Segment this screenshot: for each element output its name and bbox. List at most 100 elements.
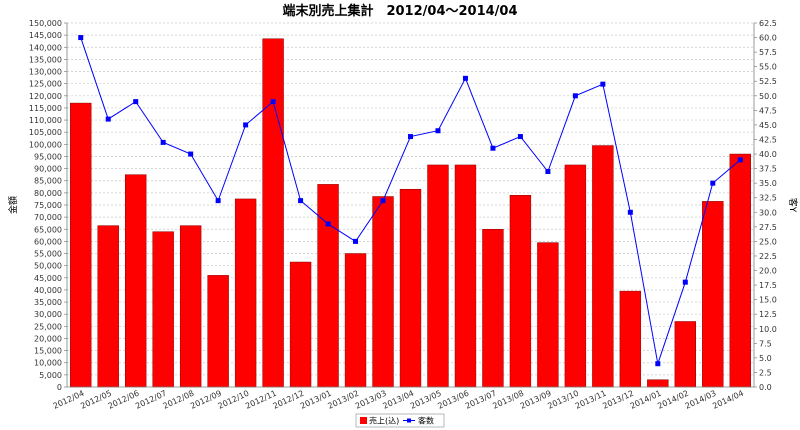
y-tick-label: 75,000 <box>34 201 62 210</box>
bar <box>592 145 614 388</box>
y2-tick-label: 10.0 <box>759 325 777 334</box>
y-tick-label: 85,000 <box>34 177 62 186</box>
line-point <box>160 139 166 145</box>
bar <box>537 242 559 388</box>
y-tick-label: 145,000 <box>29 31 62 40</box>
y-tick-label: 40,000 <box>34 286 62 295</box>
y-tick-label: 115,000 <box>29 104 62 113</box>
line-point <box>353 238 359 244</box>
y2-tick-label: 12.5 <box>759 310 777 319</box>
line-point <box>655 361 661 367</box>
y-tick-label: 10,000 <box>34 359 62 368</box>
bar <box>152 231 174 388</box>
bar <box>344 253 367 388</box>
bar <box>234 198 257 388</box>
bar <box>317 184 339 388</box>
line-series <box>78 35 743 367</box>
y2-tick-label: 22.5 <box>759 252 777 261</box>
y2-tick-label: 55.0 <box>759 63 777 72</box>
y2-tick-label: 42.5 <box>759 135 777 144</box>
line-point <box>380 198 386 204</box>
line-point <box>435 128 441 134</box>
y2-tick-label: 25.0 <box>759 237 777 246</box>
y2-tick-label: 40.0 <box>759 150 777 159</box>
y-tick-label: 70,000 <box>34 213 62 222</box>
y-tick-label: 25,000 <box>34 322 62 331</box>
y2-tick-label: 0.0 <box>759 383 772 392</box>
y-tick-label: 140,000 <box>29 43 62 52</box>
legend-label-bar: 売上(込) <box>369 416 399 426</box>
y2-tick-label: 15.0 <box>759 296 777 305</box>
line-point <box>490 145 496 151</box>
y-tick-label: 95,000 <box>34 152 62 161</box>
line-point <box>133 99 139 105</box>
y-tick-label: 5,000 <box>39 371 62 380</box>
y2-tick-label: 52.5 <box>759 77 777 86</box>
bar <box>289 261 312 388</box>
y-tick-label: 120,000 <box>29 92 62 101</box>
line-point <box>270 99 276 105</box>
line-point <box>572 93 578 99</box>
bar <box>674 321 696 388</box>
y2-tick-label: 45.0 <box>759 121 777 130</box>
y-tick-label: 105,000 <box>29 128 62 137</box>
y2-tick-label: 27.5 <box>759 223 777 232</box>
y2-tick-label: 20.0 <box>759 267 777 276</box>
y2-tick-label: 62.5 <box>759 19 777 28</box>
line-point <box>682 279 688 285</box>
bar <box>207 275 229 388</box>
line-point <box>737 157 743 163</box>
y2-tick-label: 17.5 <box>759 281 777 290</box>
bar <box>399 188 422 388</box>
bar <box>564 164 587 388</box>
line-point <box>408 134 413 140</box>
line-point <box>105 116 111 122</box>
bar <box>179 225 202 388</box>
y-tick-label: 45,000 <box>34 274 62 283</box>
line-point <box>627 209 633 215</box>
y2-axis-title: 客Y <box>787 198 799 213</box>
y-tick-label: 20,000 <box>34 334 62 343</box>
y-tick-label: 15,000 <box>34 347 62 356</box>
bar-series <box>70 38 751 388</box>
y-tick-label: 90,000 <box>34 165 62 174</box>
y2-tick-label: 32.5 <box>759 194 777 203</box>
line-point <box>600 81 606 87</box>
line-point <box>325 221 331 227</box>
bar <box>482 229 504 388</box>
y-tick-label: 130,000 <box>29 68 62 77</box>
bar <box>647 379 669 388</box>
y-tick-label: 150,000 <box>29 19 62 28</box>
y2-tick-label: 30.0 <box>759 208 777 217</box>
legend-swatch-bar <box>360 417 367 424</box>
bar <box>262 38 284 388</box>
bar <box>372 196 394 388</box>
legend: 売上(込) 客数 <box>355 413 445 428</box>
y2-tick-label: 57.5 <box>759 48 777 57</box>
y2-tick-label: 50.0 <box>759 92 777 101</box>
y-tick-label: 80,000 <box>34 189 62 198</box>
y-tick-label: 60,000 <box>34 237 62 246</box>
legend-label-line: 客数 <box>418 416 434 426</box>
bar <box>702 201 724 388</box>
line-point <box>710 180 716 186</box>
y-axis-title: 金額 <box>7 196 19 214</box>
y2-tick-label: 7.5 <box>759 339 772 348</box>
y-tick-label: 35,000 <box>34 298 62 307</box>
legend-box <box>355 413 445 428</box>
bar <box>70 102 92 388</box>
legend-swatch-marker <box>407 418 411 423</box>
y2-tick-label: 60.0 <box>759 34 777 43</box>
x-tick-label: 2014/04 <box>711 389 745 411</box>
bar <box>729 153 751 388</box>
y-tick-label: 55,000 <box>34 250 62 259</box>
y2-tick-label: 47.5 <box>759 106 777 115</box>
y-tick-label: 110,000 <box>29 116 62 125</box>
y2-tick-label: 35.0 <box>759 179 777 188</box>
y-tick-label: 125,000 <box>29 80 62 89</box>
line-point <box>545 169 551 175</box>
y-tick-label: 135,000 <box>29 55 62 64</box>
line-point <box>78 35 84 41</box>
